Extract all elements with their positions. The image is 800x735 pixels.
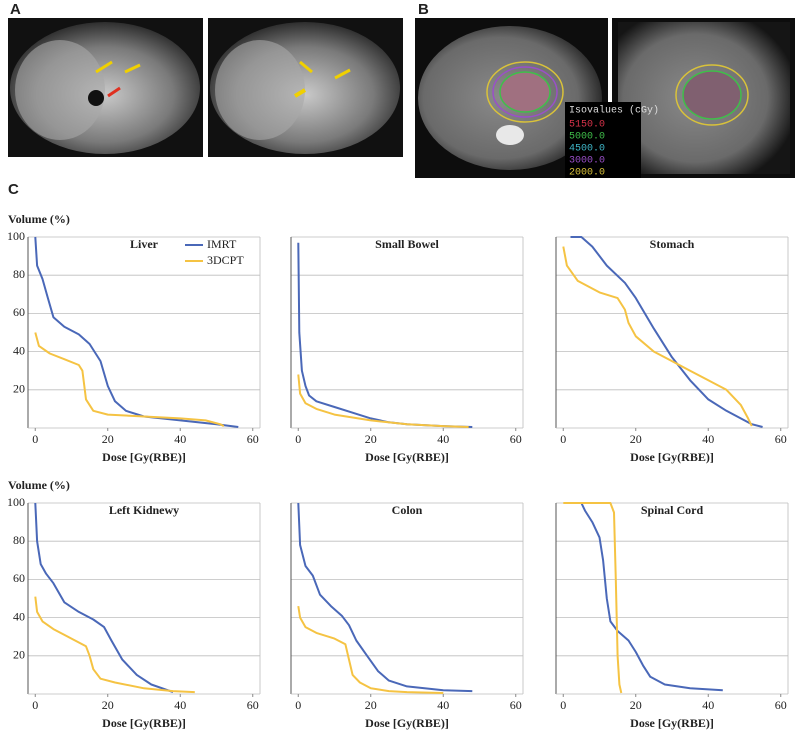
series-line [562,246,753,427]
chart: 0 20 40 60 Dose [Gy(RBE)] Stomach [555,236,789,464]
x-axis-label: Dose [Gy(RBE)] [102,716,186,730]
chart-title: Spinal Cord [641,503,704,517]
x-tick-label: 40 [437,698,449,712]
y-axis-label: Volume (%) [8,212,70,226]
isovalue-level: 2000.0 [569,168,605,179]
x-tick-label: 60 [247,432,259,446]
legend-label: IMRT [207,237,237,251]
chart-title: Colon [392,503,423,517]
chart: 20 40 60 80 100 0 20 40 60 Dose [Gy(RBE)] Volume (… [7,478,261,730]
x-tick-label: 20 [102,698,114,712]
x-tick-label: 20 [365,432,377,446]
x-tick-label: 40 [437,432,449,446]
x-tick-label: 0 [32,432,38,446]
series-line [34,596,195,694]
x-tick-label: 60 [510,698,522,712]
chart: 0 20 40 60 Dose [Gy(RBE)] Colon [290,502,524,730]
panel-label: A [10,1,21,18]
x-tick-label: 60 [775,432,787,446]
chart-title: Stomach [650,237,695,251]
isovalue-level: 4500.0 [569,144,605,155]
x-tick-label: 20 [630,432,642,446]
x-tick-label: 60 [510,432,522,446]
mri-image [8,18,203,157]
isovalue-level: 3000.0 [569,156,605,167]
ct-image [612,18,795,178]
panel-label: B [418,1,429,18]
chart-title: Left Kidnewy [109,503,179,517]
isovalue-title: Isovalues (cGy) [569,105,659,117]
x-tick-label: 20 [102,432,114,446]
series-line [297,374,469,428]
x-axis-label: Dose [Gy(RBE)] [365,716,449,730]
series-line [580,502,723,692]
x-tick-label: 0 [32,698,38,712]
x-tick-label: 20 [365,698,377,712]
series-line [297,242,473,428]
chart-title: Small Bowel [375,237,439,251]
x-tick-label: 0 [295,432,301,446]
x-tick-label: 40 [702,698,714,712]
x-tick-label: 0 [560,432,566,446]
x-axis-label: Dose [Gy(RBE)] [102,450,186,464]
series-line [563,502,623,694]
y-axis-label: Volume (%) [8,478,70,492]
legend-label: 3DCPT [207,253,244,267]
y-tick-label: 80 [13,267,25,281]
isovalue-level: 5150.0 [569,120,605,131]
mri-image [208,18,403,157]
y-tick-label: 40 [13,609,25,623]
series-line [34,332,225,427]
x-tick-label: 40 [174,698,186,712]
series-line [297,502,473,693]
x-tick-label: 40 [174,432,186,446]
y-tick-label: 80 [13,533,25,547]
x-tick-label: 0 [295,698,301,712]
y-tick-label: 60 [13,305,25,319]
isovalue-level: 5000.0 [569,132,605,143]
chart: 0 20 40 60 Dose [Gy(RBE)] Small Bowel [290,236,524,464]
isovalue-box [565,102,641,178]
chart-title: Liver [130,237,159,251]
x-axis-label: Dose [Gy(RBE)] [630,450,714,464]
x-axis-label: Dose [Gy(RBE)] [365,450,449,464]
x-tick-label: 60 [775,698,787,712]
y-tick-label: 40 [13,343,25,357]
x-tick-label: 40 [702,432,714,446]
x-tick-label: 60 [247,698,259,712]
series-line [570,236,763,428]
chart: 0 20 40 60 Dose [Gy(RBE)] Spinal Cord [555,502,789,730]
panel-label: C [8,181,19,198]
y-tick-label: 100 [7,495,25,509]
series-line [297,605,444,694]
x-axis-label: Dose [Gy(RBE)] [630,716,714,730]
charts: 20 40 60 80 100 0 20 40 60 Dose [Gy(RBE)] Volume (… [7,212,789,730]
x-tick-label: 0 [560,698,566,712]
y-tick-label: 20 [13,382,25,396]
series-line [34,502,174,694]
y-tick-label: 60 [13,571,25,585]
chart: 20 40 60 80 100 0 20 40 60 Dose [Gy(RBE)] Volume (… [7,212,261,464]
x-tick-label: 20 [630,698,642,712]
y-tick-label: 20 [13,648,25,662]
y-tick-label: 100 [7,229,25,243]
ct-image [415,18,608,178]
